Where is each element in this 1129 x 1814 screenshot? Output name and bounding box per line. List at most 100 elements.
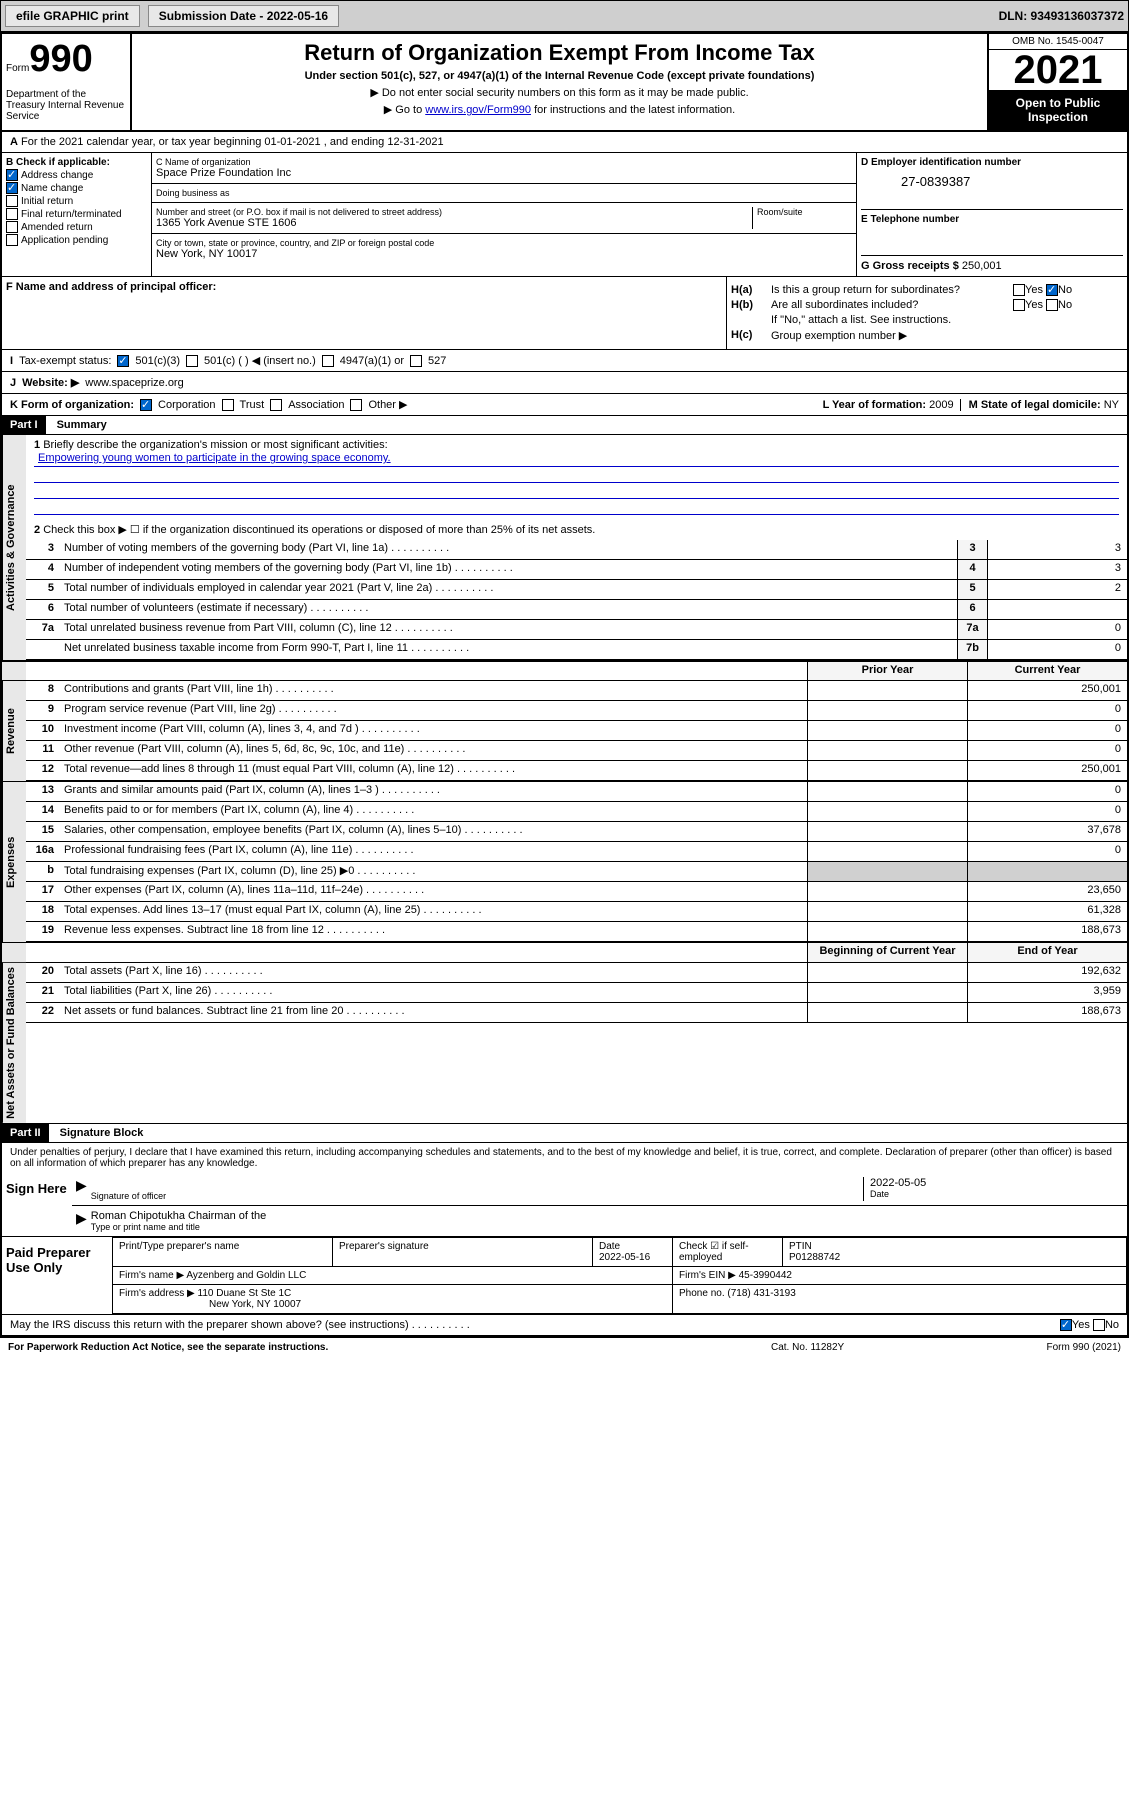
trust-cb[interactable] — [222, 399, 234, 411]
gov-line: 4Number of independent voting members of… — [26, 560, 1127, 580]
name-title-label: Type or print name and title — [91, 1222, 1123, 1232]
checkbox[interactable] — [6, 169, 18, 181]
addr-label: Number and street (or P.O. box if mail i… — [156, 207, 752, 217]
part-1: Part I Summary Activities & Governance 1… — [2, 416, 1127, 1124]
data-line: 18Total expenses. Add lines 13–17 (must … — [26, 902, 1127, 922]
current-value: 188,673 — [967, 1003, 1127, 1022]
gov-line: 6Total number of volunteers (estimate if… — [26, 600, 1127, 620]
check-item: Application pending — [6, 234, 147, 246]
h-c-label: H(c) — [731, 329, 771, 342]
part1-title: Summary — [49, 416, 115, 434]
data-line: bTotal fundraising expenses (Part IX, co… — [26, 862, 1127, 882]
corp-cb[interactable] — [140, 399, 152, 411]
col-begin: Beginning of Current Year — [807, 943, 967, 962]
h-b-no-cb[interactable] — [1046, 299, 1058, 311]
h-a-yes-cb[interactable] — [1013, 284, 1025, 296]
tax-year: 2021 — [989, 50, 1127, 90]
current-value: 250,001 — [967, 681, 1127, 700]
prior-value — [807, 983, 967, 1002]
form-id-cell: Form990 Department of the Treasury Inter… — [2, 34, 132, 130]
part1-header: Part I — [2, 416, 46, 434]
mission-text: Empowering young women to participate in… — [34, 451, 1119, 467]
gov-line: 5Total number of individuals employed in… — [26, 580, 1127, 600]
form-header: Form990 Department of the Treasury Inter… — [2, 34, 1127, 132]
prior-value — [807, 882, 967, 901]
h-a-text: Is this a group return for subordinates? — [771, 284, 1013, 296]
prior-value — [807, 802, 967, 821]
other-cb[interactable] — [350, 399, 362, 411]
line-value — [987, 600, 1127, 619]
self-emp-check: Check ☑ if self-employed — [679, 1241, 749, 1263]
sign-here-label: Sign Here — [2, 1173, 72, 1236]
section-b-d: B Check if applicable: Address changeNam… — [2, 153, 1127, 277]
firm-phone: (718) 431-3193 — [727, 1288, 795, 1299]
ein-phone-col: D Employer identification number 27-0839… — [857, 153, 1127, 276]
checkbox[interactable] — [6, 221, 18, 233]
current-value: 192,632 — [967, 963, 1127, 982]
footer-mid: Cat. No. 11282Y — [771, 1342, 971, 1353]
line-value: 0 — [987, 640, 1127, 659]
527-cb[interactable] — [410, 355, 422, 367]
current-value: 250,001 — [967, 761, 1127, 780]
current-value: 3,959 — [967, 983, 1127, 1002]
arrow-icon: ▶ — [76, 1177, 87, 1201]
title-cell: Return of Organization Exempt From Incom… — [132, 34, 987, 130]
data-line: 19Revenue less expenses. Subtract line 1… — [26, 922, 1127, 942]
k-l-m-row: K Form of organization: Corporation Trus… — [2, 394, 1127, 416]
firm-addr2: New York, NY 10007 — [119, 1299, 301, 1310]
sign-here-row: Sign Here ▶ Signature of officer 2022-05… — [2, 1173, 1127, 1237]
instr-1: ▶ Do not enter social security numbers o… — [138, 86, 981, 99]
part2-header: Part II — [2, 1124, 49, 1142]
efile-print-button[interactable]: efile GRAPHIC print — [5, 5, 140, 27]
side-governance: Activities & Governance — [2, 435, 26, 660]
assoc-cb[interactable] — [270, 399, 282, 411]
part2-title: Signature Block — [52, 1124, 152, 1142]
prior-value — [807, 902, 967, 921]
501c-cb[interactable] — [186, 355, 198, 367]
form990-link[interactable]: www.irs.gov/Form990 — [425, 104, 531, 116]
discuss-yes-cb[interactable] — [1060, 1319, 1072, 1331]
line-value: 0 — [987, 620, 1127, 639]
h-a-no-cb[interactable] — [1046, 284, 1058, 296]
check-applicable-col: B Check if applicable: Address changeNam… — [2, 153, 152, 276]
ein-value: 27-0839387 — [861, 174, 1123, 189]
ptin-value: P01288742 — [789, 1252, 840, 1263]
gov-line: 3Number of voting members of the governi… — [26, 540, 1127, 560]
discuss-row: May the IRS discuss this return with the… — [2, 1315, 1127, 1336]
subtitle: Under section 501(c), 527, or 4947(a)(1)… — [138, 70, 981, 82]
form-word: Form — [6, 63, 29, 74]
501c3-cb[interactable] — [117, 355, 129, 367]
side-expenses: Expenses — [2, 782, 26, 942]
footer-row: For Paperwork Reduction Act Notice, see … — [0, 1338, 1129, 1357]
prior-value — [807, 862, 967, 881]
org-name-label: C Name of organization — [156, 157, 852, 167]
prior-value — [807, 782, 967, 801]
current-value: 0 — [967, 741, 1127, 760]
year-formed: 2009 — [929, 399, 953, 411]
ein-label: D Employer identification number — [861, 157, 1123, 168]
h-b-yes-cb[interactable] — [1013, 299, 1025, 311]
data-line: 8Contributions and grants (Part VIII, li… — [26, 681, 1127, 701]
firm-name: Ayzenberg and Goldin LLC — [186, 1270, 306, 1281]
name-block: C Name of organization Space Prize Found… — [152, 153, 857, 276]
instr-2: ▶ Go to www.irs.gov/Form990 for instruct… — [138, 103, 981, 116]
gov-line: Net unrelated business taxable income fr… — [26, 640, 1127, 660]
prior-value — [807, 963, 967, 982]
current-value: 188,673 — [967, 922, 1127, 941]
paid-preparer-row: Paid Preparer Use Only Print/Type prepar… — [2, 1237, 1127, 1315]
current-value: 61,328 — [967, 902, 1127, 921]
checkbox[interactable] — [6, 195, 18, 207]
preparer-table: Print/Type preparer's name Preparer's si… — [112, 1237, 1127, 1314]
checkbox[interactable] — [6, 182, 18, 194]
data-line: 9Program service revenue (Part VIII, lin… — [26, 701, 1127, 721]
footer-left: For Paperwork Reduction Act Notice, see … — [8, 1342, 771, 1353]
checkbox[interactable] — [6, 208, 18, 220]
current-value: 0 — [967, 802, 1127, 821]
4947-cb[interactable] — [322, 355, 334, 367]
discuss-no-cb[interactable] — [1093, 1319, 1105, 1331]
city-value: New York, NY 10017 — [156, 248, 852, 260]
dept-label: Department of the Treasury Internal Reve… — [6, 89, 126, 122]
current-value: 0 — [967, 721, 1127, 740]
checkbox[interactable] — [6, 234, 18, 246]
gross-value: 250,001 — [962, 260, 1002, 272]
